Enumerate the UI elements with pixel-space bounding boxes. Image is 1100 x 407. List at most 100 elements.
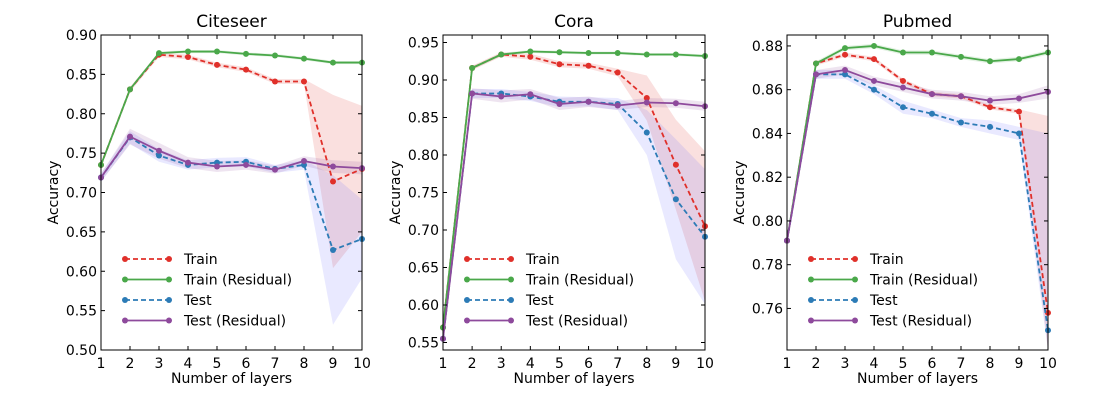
legend-marker bbox=[508, 317, 514, 324]
y-tick-label: 0.60 bbox=[66, 264, 97, 280]
point-train_residual-8 bbox=[987, 58, 993, 65]
point-test_residual-5 bbox=[556, 101, 563, 107]
legend-marker bbox=[852, 297, 858, 303]
legend-marker bbox=[166, 317, 172, 324]
legend: Train Train (Residual) Test Test (Residual) bbox=[808, 252, 978, 330]
point-train-6 bbox=[585, 62, 592, 69]
legend-label: Train bbox=[525, 252, 560, 268]
point-test_residual-7 bbox=[958, 93, 964, 100]
legend-marker bbox=[852, 317, 858, 324]
legend-item-test_residual: Test (Residual) bbox=[808, 314, 972, 330]
band-test_residual bbox=[101, 128, 362, 182]
x-tick-label: 7 bbox=[271, 356, 280, 372]
x-axis-label: Number of layers bbox=[857, 371, 978, 387]
x-tick-label: 5 bbox=[555, 356, 564, 372]
legend-label: Test bbox=[183, 293, 212, 309]
point-train-9 bbox=[672, 161, 679, 168]
legend-item-train_residual: Train (Residual) bbox=[122, 273, 292, 289]
point-test_residual-7 bbox=[614, 102, 621, 109]
point-test_residual-3 bbox=[498, 93, 505, 100]
x-tick-label: 9 bbox=[671, 356, 680, 372]
point-test_residual-8 bbox=[643, 99, 650, 106]
chart-title: Pubmed bbox=[883, 12, 952, 32]
point-test-7 bbox=[958, 119, 964, 126]
point-train_residual-7 bbox=[272, 52, 278, 59]
legend-item-train: Train bbox=[122, 252, 218, 268]
x-tick-label: 8 bbox=[300, 356, 309, 372]
point-train_residual-7 bbox=[614, 50, 621, 56]
x-tick-label: 3 bbox=[841, 356, 850, 372]
legend-item-test_residual: Test (Residual) bbox=[464, 314, 628, 330]
point-train_residual-4 bbox=[527, 48, 534, 55]
line-train_residual bbox=[100, 50, 362, 166]
legend-marker bbox=[852, 276, 858, 283]
point-test_residual-8 bbox=[987, 97, 993, 104]
line-train_residual bbox=[786, 45, 1049, 241]
x-tick-label: 2 bbox=[812, 356, 821, 372]
plot-area bbox=[784, 42, 1051, 350]
legend-item-test: Test bbox=[464, 293, 554, 309]
point-train-8 bbox=[301, 78, 307, 85]
band-train bbox=[101, 52, 362, 269]
plot-frame bbox=[786, 34, 1049, 351]
x-tick-label: 6 bbox=[928, 356, 937, 372]
legend: Train Train (Residual) Test Test (Residual) bbox=[122, 252, 292, 330]
point-test_residual-8 bbox=[301, 158, 307, 164]
legend-marker bbox=[464, 276, 470, 283]
legend-marker bbox=[464, 256, 470, 262]
y-tick-label: 0.80 bbox=[752, 214, 783, 230]
y-tick-label: 0.65 bbox=[66, 225, 97, 241]
legend-marker bbox=[852, 256, 858, 262]
point-test-8 bbox=[987, 123, 993, 130]
legend-marker bbox=[508, 276, 514, 283]
point-train-7 bbox=[614, 69, 621, 76]
x-tick-label: 5 bbox=[213, 356, 222, 372]
point-test-4 bbox=[871, 86, 877, 93]
subplot-cora: 1 2 3 4 5 6 7 8 9 10 0.55 0.60 0.65 0.70 0.75 0.80 0.85 0… bbox=[388, 12, 714, 387]
x-axis-label: Number of layers bbox=[171, 371, 292, 387]
point-test_residual-4 bbox=[871, 77, 877, 84]
point-test_residual-9 bbox=[672, 100, 679, 107]
x-tick-label: 1 bbox=[783, 356, 792, 372]
point-train-5 bbox=[214, 61, 220, 68]
legend-label: Test (Residual) bbox=[869, 314, 972, 330]
point-test-3 bbox=[842, 71, 848, 78]
x-tick-label: 8 bbox=[986, 356, 995, 372]
y-tick-label: 0.78 bbox=[752, 258, 783, 274]
point-train_residual-4 bbox=[871, 42, 877, 49]
line-test bbox=[100, 136, 363, 252]
legend-item-train_residual: Train (Residual) bbox=[808, 273, 978, 289]
point-train-8 bbox=[643, 95, 650, 101]
point-train_residual-2 bbox=[469, 65, 476, 71]
y-tick-label: 0.70 bbox=[66, 186, 97, 202]
x-tick-label: 10 bbox=[696, 356, 714, 372]
y-tick-label: 0.80 bbox=[408, 148, 439, 164]
plot-area bbox=[440, 48, 708, 343]
y-tick-label: 0.75 bbox=[66, 146, 97, 162]
point-test-3 bbox=[156, 152, 162, 159]
point-test_residual-2 bbox=[813, 71, 819, 78]
legend-label: Test bbox=[869, 293, 898, 309]
point-train_residual-3 bbox=[498, 51, 505, 58]
point-train-4 bbox=[871, 56, 877, 63]
y-tick-label: 0.90 bbox=[66, 28, 97, 44]
subplot-citeseer: 1 2 3 4 5 6 7 8 9 10 0.50 0.55 0.60 0.65 0.70 0.75 0.80 0… bbox=[46, 12, 371, 387]
y-tick-label: 0.75 bbox=[408, 186, 439, 202]
x-tick-label: 6 bbox=[584, 356, 593, 372]
x-tick-label: 8 bbox=[642, 356, 651, 372]
y-tick-label: 0.80 bbox=[66, 107, 97, 123]
point-train_residual-2 bbox=[127, 86, 133, 93]
y-tick-label: 0.65 bbox=[408, 261, 439, 277]
legend-marker bbox=[166, 256, 172, 262]
x-tick-label: 5 bbox=[899, 356, 908, 372]
y-tick-label: 0.85 bbox=[408, 111, 439, 127]
x-tick-label: 1 bbox=[97, 356, 106, 372]
y-tick-label: 0.88 bbox=[752, 39, 783, 55]
band-train_residual bbox=[101, 49, 362, 167]
point-train_residual-9 bbox=[1016, 56, 1022, 63]
point-train_residual-6 bbox=[585, 50, 592, 56]
y-tick-label: 0.95 bbox=[408, 36, 439, 52]
point-test_residual-4 bbox=[185, 159, 191, 166]
legend-marker bbox=[122, 256, 128, 262]
